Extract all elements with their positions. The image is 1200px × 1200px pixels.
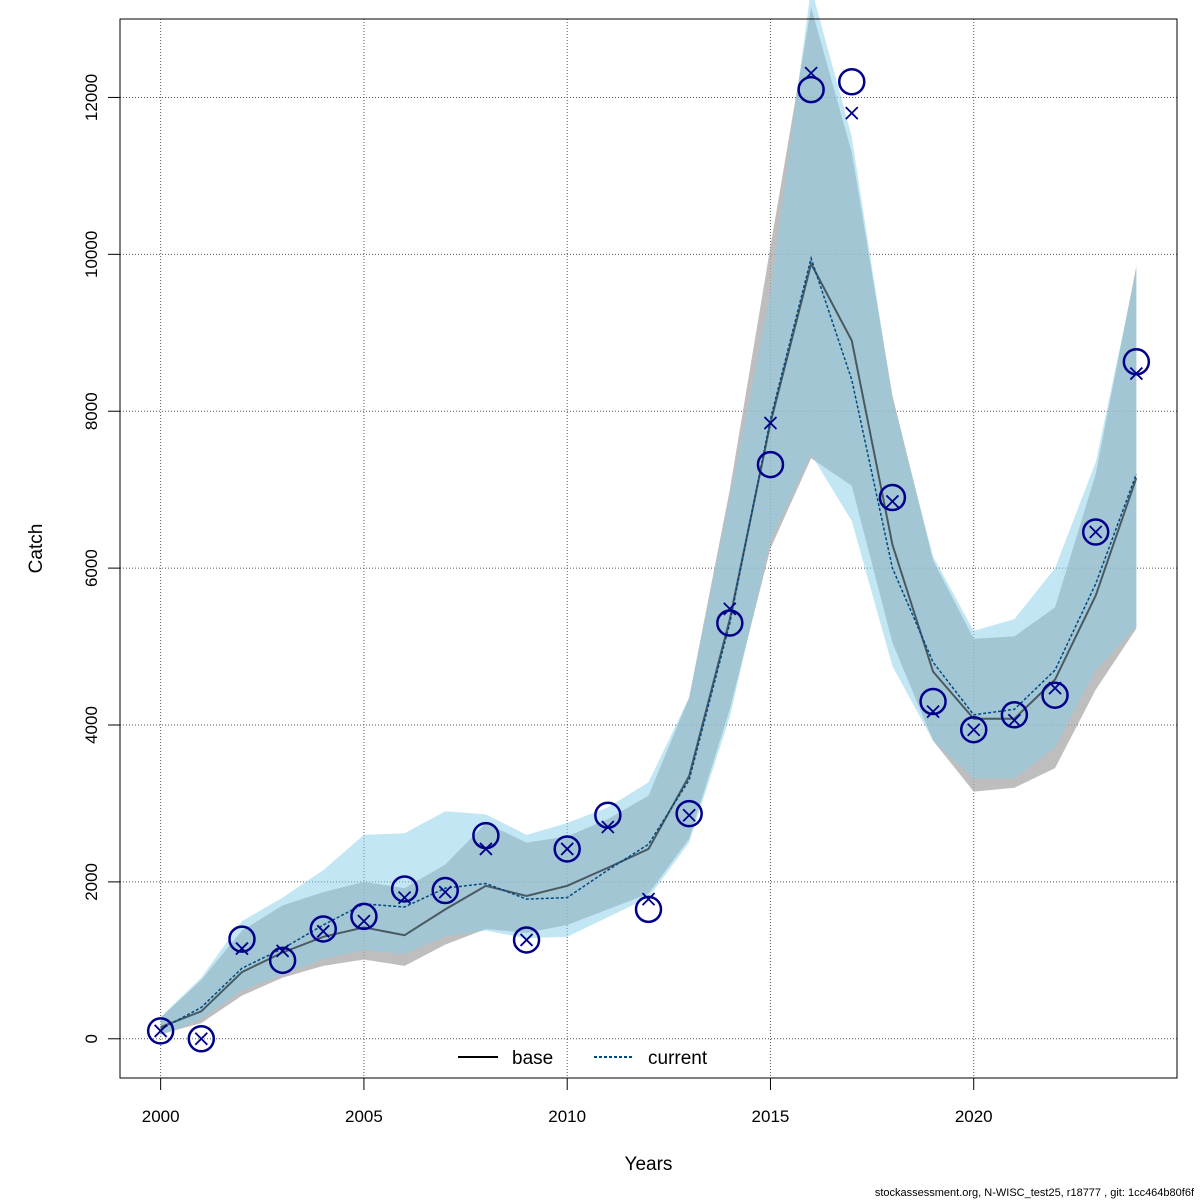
x-tick-label: 2010 [548,1107,586,1126]
expected-point [845,106,859,120]
observed-point [187,1025,216,1053]
confidence-bands [160,0,1137,1036]
x-tick-label: 2000 [142,1107,180,1126]
x-axis-title: Years [625,1154,673,1175]
expected-point [601,820,615,834]
expected-x-stroke [519,933,534,947]
expected-x-stroke [885,494,900,509]
expected-x-stroke [845,106,859,120]
expected-x-stroke [397,890,412,905]
observed-point [553,835,581,863]
expected-x-stroke [763,416,778,430]
expected-point [194,1032,208,1046]
expected-x-stroke [479,842,493,856]
y-tick-label: 0 [82,1034,101,1043]
expected-point [1129,366,1143,381]
observed-point [1000,701,1029,729]
expected-x-stroke [316,924,330,938]
observed-point [716,609,744,637]
y-tick-label: 8000 [82,392,101,430]
expected-point [560,842,574,856]
legend: base current [458,1048,708,1069]
expected-x-stroke [1007,713,1022,727]
x-axis: 2000 2005 2010 2015 2020 [142,1077,993,1126]
expected-point [1089,525,1103,539]
expected-point [275,944,290,958]
expected-x-stroke [641,892,656,906]
y-tick-label: 10000 [82,231,101,278]
observed-point [838,68,866,96]
legend-label-base: base [512,1048,553,1069]
expected-x-stroke [154,1024,168,1038]
series-lines [160,255,1138,1031]
expected-point [397,890,412,905]
expected-point [1007,713,1022,727]
expected-point [641,892,656,906]
band-current [160,0,1137,1036]
observed-point [350,902,378,931]
footer-credit: stockassessment.org, N-WISC_test25, r187… [875,1187,1195,1199]
observed-point [797,75,825,104]
expected-point [763,416,778,430]
observed-point [1081,518,1110,546]
expected-x-stroke [723,602,737,616]
expected-point [154,1024,168,1038]
expected-point [519,933,534,947]
expected-point [479,842,493,856]
x-tick-label: 2005 [345,1107,383,1126]
x-tick-label: 2020 [955,1107,993,1126]
observed-point [268,946,297,975]
observed-point [512,926,541,954]
observed-point [959,715,988,744]
expected-point [357,914,371,928]
expected-point [235,941,249,956]
y-tick-label: 12000 [82,74,101,121]
observed-point [1041,681,1069,709]
y-tick-label: 6000 [82,549,101,587]
observed-point [878,483,907,512]
observed-point [309,915,338,943]
expected-x-stroke [804,66,818,80]
observed-point [919,687,947,716]
line-current [160,255,1138,1031]
line-base [160,260,1138,1028]
data-points [146,66,1151,1053]
observed-point [756,450,785,479]
expected-x-stroke [235,941,249,956]
expected-x-stroke [194,1032,208,1046]
expected-x-stroke [560,842,574,856]
expected-point [438,885,452,899]
y-tick-label: 4000 [82,706,101,744]
y-axis-title: Catch [26,524,47,574]
expected-x-stroke [682,808,696,822]
y-tick-label: 2000 [82,863,101,901]
observed-point [675,799,703,828]
x-tick-label: 2015 [752,1107,790,1126]
expected-point [723,602,737,616]
expected-point [682,808,696,822]
observed-point [634,895,663,924]
expected-x-stroke [967,723,981,737]
observed-point [390,875,419,903]
legend-label-current: current [648,1048,708,1069]
expected-x-stroke [275,944,290,958]
observed-point [228,925,256,953]
expected-x-stroke [357,914,371,928]
expected-point [967,723,981,737]
expected-x-stroke [1048,681,1062,695]
expected-point [316,924,330,938]
expected-point [926,705,940,719]
expected-x-stroke [438,885,452,899]
observed-point [146,1017,175,1045]
expected-x-stroke [1089,525,1103,539]
y-axis: 0 2000 4000 6000 8000 10000 12000 [82,74,120,1044]
expected-point [1048,681,1062,695]
expected-point [885,494,900,509]
expected-x-stroke [926,705,940,719]
expected-x-stroke [1129,366,1143,381]
expected-x-stroke [601,820,615,834]
expected-point [804,66,818,80]
observed-point [431,876,459,905]
